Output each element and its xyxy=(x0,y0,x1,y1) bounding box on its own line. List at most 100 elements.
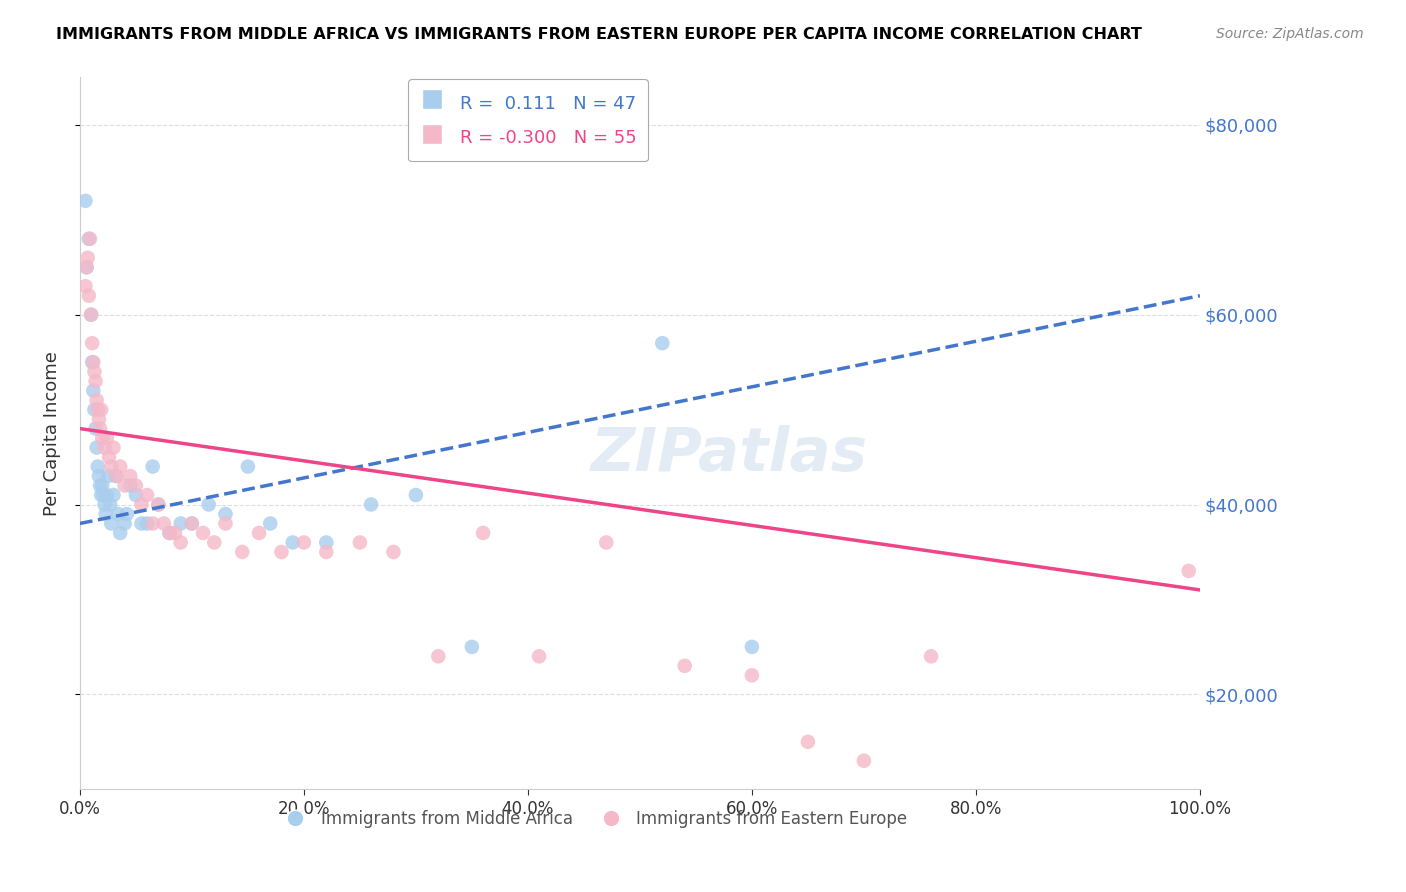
Point xyxy=(86,393,108,408)
Point xyxy=(104,469,127,483)
Point xyxy=(259,516,281,531)
Point xyxy=(281,535,304,549)
Text: Source: ZipAtlas.com: Source: ZipAtlas.com xyxy=(1216,27,1364,41)
Point xyxy=(114,478,136,492)
Point xyxy=(76,260,98,275)
Point xyxy=(91,478,114,492)
Point xyxy=(89,421,111,435)
Point xyxy=(90,488,112,502)
Point xyxy=(108,526,131,541)
Point xyxy=(159,526,181,541)
Point xyxy=(115,507,138,521)
Point xyxy=(79,232,101,246)
Point xyxy=(83,365,105,379)
Point xyxy=(136,516,159,531)
Point xyxy=(405,488,427,502)
Point xyxy=(202,535,225,549)
Point xyxy=(153,516,176,531)
Point xyxy=(159,526,181,541)
Point xyxy=(595,535,617,549)
Point xyxy=(107,507,129,521)
Point xyxy=(472,526,495,541)
Point xyxy=(105,469,128,483)
Point xyxy=(93,488,115,502)
Point xyxy=(96,431,118,445)
Point xyxy=(165,526,187,541)
Point xyxy=(360,498,382,512)
Point xyxy=(170,535,193,549)
Point xyxy=(82,355,104,369)
Point xyxy=(93,441,115,455)
Point xyxy=(86,441,108,455)
Legend: Immigrants from Middle Africa, Immigrants from Eastern Europe: Immigrants from Middle Africa, Immigrant… xyxy=(276,803,914,834)
Point xyxy=(382,545,405,559)
Point xyxy=(76,251,98,265)
Point xyxy=(77,289,100,303)
Point xyxy=(93,498,115,512)
Point xyxy=(103,488,125,502)
Point xyxy=(852,754,875,768)
Point xyxy=(180,516,202,531)
Point xyxy=(131,516,153,531)
Point xyxy=(91,431,114,445)
Point xyxy=(1177,564,1199,578)
Point xyxy=(142,459,165,474)
Point xyxy=(214,507,236,521)
Point xyxy=(97,469,120,483)
Point xyxy=(270,545,292,559)
Point xyxy=(180,516,202,531)
Point xyxy=(349,535,371,549)
Point xyxy=(108,459,131,474)
Point xyxy=(427,649,450,664)
Point xyxy=(197,498,219,512)
Point xyxy=(120,478,142,492)
Point xyxy=(98,450,121,464)
Point xyxy=(100,516,122,531)
Point xyxy=(148,498,170,512)
Point xyxy=(131,498,153,512)
Point xyxy=(82,355,104,369)
Point xyxy=(82,384,104,398)
Point xyxy=(87,412,110,426)
Point xyxy=(84,421,107,435)
Point xyxy=(461,640,484,654)
Point xyxy=(136,488,159,502)
Point xyxy=(77,232,100,246)
Point xyxy=(84,374,107,388)
Point xyxy=(83,402,105,417)
Point xyxy=(75,194,97,208)
Point xyxy=(80,308,103,322)
Point xyxy=(89,478,111,492)
Point xyxy=(76,260,98,275)
Point xyxy=(98,498,121,512)
Point xyxy=(103,441,125,455)
Text: ZIPatlas: ZIPatlas xyxy=(591,425,868,484)
Point xyxy=(87,469,110,483)
Point xyxy=(90,402,112,417)
Point xyxy=(100,459,122,474)
Y-axis label: Per Capita Income: Per Capita Income xyxy=(44,351,60,516)
Point xyxy=(75,279,97,293)
Point xyxy=(87,459,110,474)
Point xyxy=(148,498,170,512)
Point xyxy=(125,478,148,492)
Point xyxy=(120,469,142,483)
Point xyxy=(741,668,763,682)
Text: IMMIGRANTS FROM MIDDLE AFRICA VS IMMIGRANTS FROM EASTERN EUROPE PER CAPITA INCOM: IMMIGRANTS FROM MIDDLE AFRICA VS IMMIGRA… xyxy=(56,27,1142,42)
Point xyxy=(191,526,214,541)
Point xyxy=(920,649,942,664)
Point xyxy=(170,516,193,531)
Point xyxy=(114,516,136,531)
Point xyxy=(315,545,337,559)
Point xyxy=(527,649,550,664)
Point xyxy=(87,402,110,417)
Point xyxy=(247,526,270,541)
Point xyxy=(82,336,104,351)
Point xyxy=(142,516,165,531)
Point xyxy=(292,535,315,549)
Point xyxy=(741,640,763,654)
Point xyxy=(236,459,259,474)
Point xyxy=(80,308,103,322)
Point xyxy=(673,658,696,673)
Point xyxy=(231,545,253,559)
